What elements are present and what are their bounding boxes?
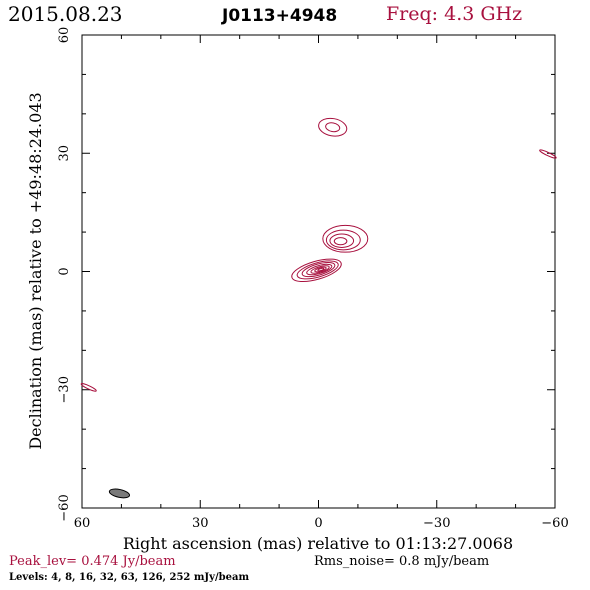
y-tick-labels: −60 −30 0 30 60 bbox=[57, 27, 72, 522]
contour-line bbox=[80, 383, 97, 392]
x-tick-label: 30 bbox=[192, 516, 209, 531]
component-core bbox=[291, 258, 342, 283]
contour-line bbox=[322, 224, 369, 253]
contour-line bbox=[325, 122, 341, 133]
header-frequency: Freq: 4.3 GHz bbox=[386, 3, 523, 25]
component-edge-spot-left bbox=[80, 383, 97, 392]
beam-ellipse bbox=[108, 488, 131, 499]
y-tick-label: −60 bbox=[57, 494, 72, 521]
peak-level: Peak_lev= 0.474 Jy/beam bbox=[9, 554, 176, 569]
x-tick-label: 60 bbox=[74, 516, 91, 531]
contour-line bbox=[301, 261, 336, 278]
contour-line bbox=[329, 233, 355, 248]
x-tick-labels: 60 30 0 −30 −60 bbox=[74, 516, 569, 531]
x-axis-label: Right ascension (mas) relative to 01:13:… bbox=[123, 534, 513, 553]
contour-line bbox=[306, 263, 333, 276]
x-tick-label: −30 bbox=[423, 516, 450, 531]
contours bbox=[80, 117, 557, 392]
component-outer-jet bbox=[318, 117, 348, 137]
y-tick-label: −30 bbox=[57, 376, 72, 403]
contour-line bbox=[539, 149, 557, 159]
y-tick-label: 0 bbox=[57, 267, 72, 275]
component-inner-jet bbox=[322, 224, 369, 253]
contour-line bbox=[314, 266, 327, 273]
contour-line bbox=[325, 229, 361, 251]
contour-line bbox=[317, 267, 325, 272]
contour-line bbox=[333, 237, 348, 246]
y-axis-label: Declination (mas) relative to +49:48:24.… bbox=[26, 92, 45, 449]
contour-line bbox=[296, 260, 339, 280]
beam-group bbox=[108, 488, 131, 499]
rms-noise: Rms_noise= 0.8 mJy/beam bbox=[314, 554, 490, 569]
x-tick-label: 0 bbox=[314, 516, 322, 531]
y-tick-label: 60 bbox=[57, 27, 72, 44]
x-tick-label: −60 bbox=[541, 516, 568, 531]
contour-line bbox=[291, 258, 342, 283]
axis-ticks bbox=[81, 34, 556, 509]
header-source-name: J0113+4948 bbox=[222, 6, 338, 26]
contour-line bbox=[318, 117, 348, 137]
y-tick-label: 30 bbox=[57, 145, 72, 162]
header-date: 2015.08.23 bbox=[8, 2, 123, 26]
component-edge-spot-right bbox=[539, 149, 557, 159]
contour-line bbox=[310, 265, 330, 274]
contour-levels: Levels: 4, 8, 16, 32, 63, 126, 252 mJy/b… bbox=[9, 572, 250, 583]
